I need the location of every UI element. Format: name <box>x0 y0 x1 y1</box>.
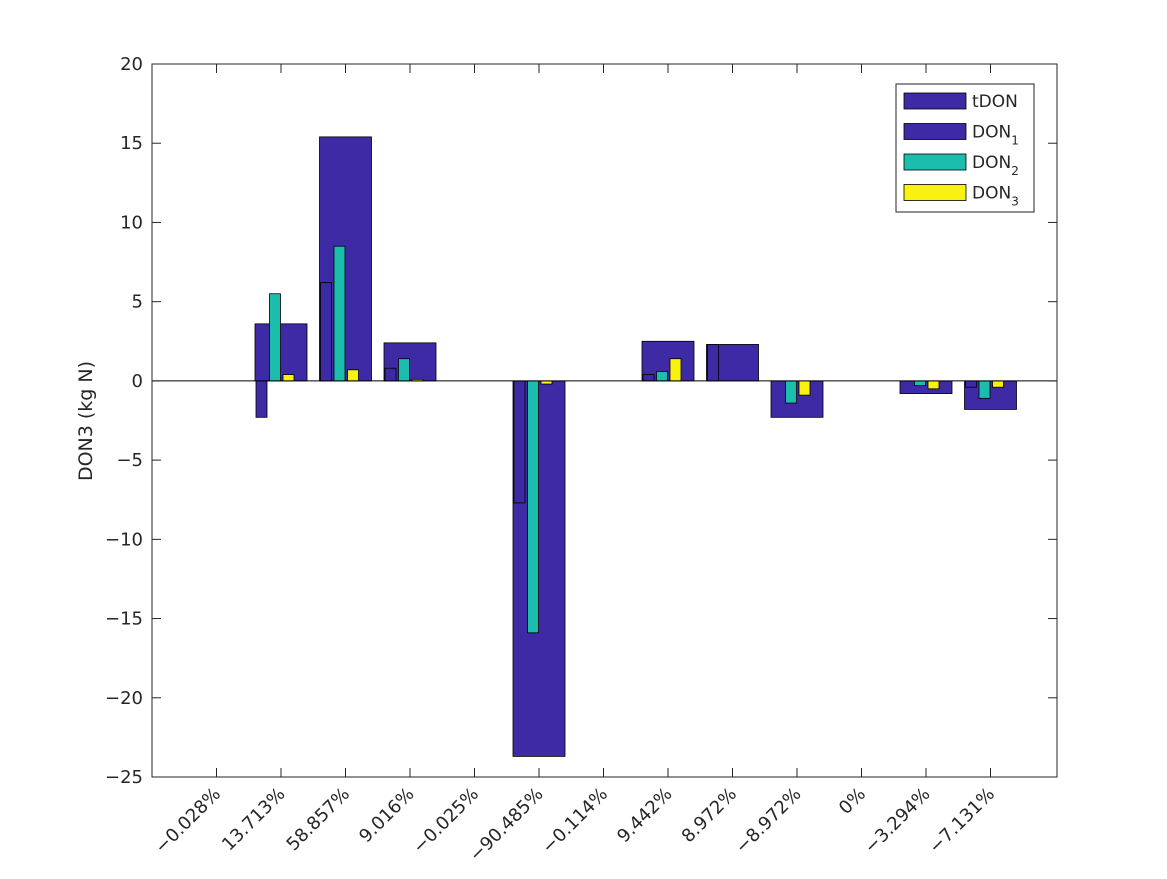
bar-don1 <box>255 380 268 418</box>
x-tick-label: −8.972% <box>731 784 805 858</box>
legend-label: tDON <box>972 92 1018 112</box>
x-tick-label: 9.442% <box>613 784 676 847</box>
x-tick-label: 0% <box>835 784 870 819</box>
legend-swatch <box>903 153 967 171</box>
y-axis-label: DON3 (kg N) <box>75 361 97 481</box>
bar-don2 <box>398 358 410 382</box>
bar-don3 <box>282 374 295 382</box>
bar-don3 <box>927 380 940 390</box>
legend-subscript: 2 <box>1011 164 1019 178</box>
y-tick-label: −25 <box>105 767 143 788</box>
bar-don2 <box>914 380 926 387</box>
y-tick-label: −15 <box>105 609 143 630</box>
bars-group <box>254 136 1017 757</box>
bar-don2 <box>269 293 281 382</box>
bar-don1 <box>965 380 977 388</box>
y-tick-label: 5 <box>132 292 143 313</box>
bar-don1 <box>707 344 719 382</box>
legend-swatch <box>903 92 967 110</box>
x-tick-label: 58.857% <box>283 784 354 855</box>
bar-don2 <box>656 370 668 382</box>
legend-swatch <box>903 184 967 201</box>
y-tick-label: −20 <box>105 688 143 709</box>
y-axis: −25 −20 −15 −10 −5 0 5 10 15 20 <box>105 54 1057 788</box>
y-tick-label: 10 <box>120 212 143 233</box>
bar-tdon <box>254 323 308 382</box>
legend-subscript: 3 <box>1011 195 1019 209</box>
x-tick-label: −3.294% <box>860 784 934 858</box>
legend-swatch <box>903 123 967 140</box>
plot-frame <box>151 63 1058 778</box>
bar-don3 <box>669 358 682 382</box>
bar-don3 <box>798 380 811 396</box>
bar-tdon <box>770 380 824 418</box>
y-tick-label: −10 <box>105 529 143 550</box>
x-tick-label: −7.131% <box>925 784 999 858</box>
x-tick-label: 8.972% <box>678 784 741 847</box>
bar-tdon <box>899 380 953 394</box>
bar-don1 <box>642 374 655 382</box>
bar-don2 <box>978 380 991 399</box>
bar-don1 <box>320 282 332 382</box>
bar-don2 <box>785 380 797 404</box>
bar-don2 <box>527 380 539 634</box>
bar-don2 <box>333 245 346 382</box>
y-tick-label: 0 <box>132 371 143 392</box>
bar-don1 <box>513 380 526 504</box>
bar-don3 <box>992 380 1004 388</box>
x-tick-label: 9.016% <box>355 784 418 847</box>
bar-don3 <box>347 369 359 382</box>
y-tick-label: −5 <box>116 450 143 471</box>
y-tick-label: 20 <box>120 54 143 75</box>
x-tick-label: −0.028% <box>151 784 225 858</box>
y-tick-label: 15 <box>120 133 143 154</box>
bar-don1 <box>384 367 397 382</box>
x-tick-label: −0.114% <box>538 784 612 858</box>
legend-subscript: 1 <box>1011 134 1019 148</box>
x-tick-label: 13.713% <box>218 784 289 855</box>
